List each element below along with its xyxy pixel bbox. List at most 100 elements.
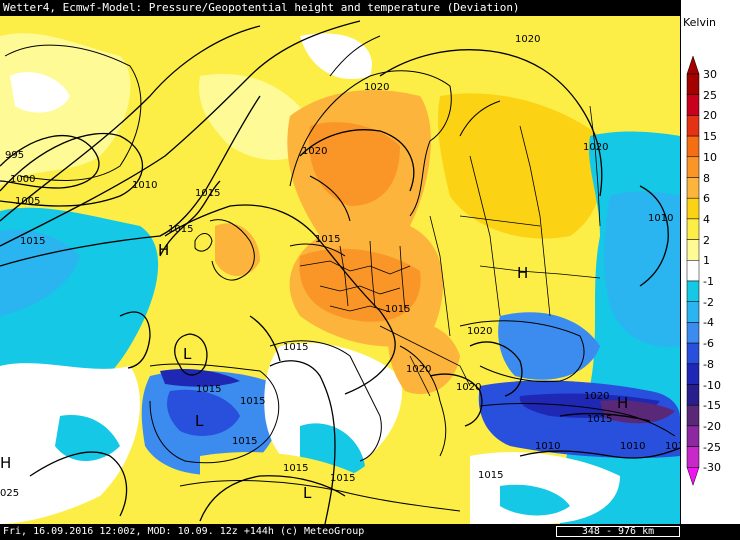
- legend-tick-label: -15: [703, 399, 721, 413]
- norwegian-sea-white-patch: [300, 33, 372, 80]
- legend-color-bar: [686, 55, 700, 487]
- high-pressure-marker: H: [617, 394, 628, 412]
- legend-color-segment: [686, 94, 700, 116]
- footer-info-text: Fri, 16.09.2016 12:00z, MOD: 10.09. 12z …: [3, 526, 365, 537]
- isobar-label: 1015: [240, 396, 265, 407]
- country-borders: [299, 105, 601, 397]
- legend-tick-label: -10: [703, 378, 721, 392]
- legend-tick-label: 8: [703, 171, 710, 185]
- legend-tick-label: 1: [703, 254, 710, 268]
- isobar-label: 1020: [364, 82, 389, 93]
- legend-color-segment: [686, 239, 700, 261]
- weather-map[interactable]: 995 1000 1005 1010 1015 1015 1015 1015 1…: [0, 16, 680, 524]
- legend-color-segment: [686, 404, 700, 427]
- isobars: [0, 20, 680, 524]
- high-pressure-marker: H: [158, 241, 169, 259]
- isobar-label: 1020: [467, 326, 492, 337]
- scale-bar-label: 348 - 976 km: [581, 526, 655, 537]
- isobar-label: 025: [0, 488, 19, 499]
- isobar-label: 1020: [406, 364, 431, 375]
- legend-tick-label: -1: [703, 275, 714, 288]
- color-legend: Kelvin 30 25 20 15 10 8 6 4 2 1 -1 -2 -4 -6 -8 -10 -15 -2…: [680, 0, 740, 524]
- high-pressure-marker: H: [0, 454, 11, 472]
- legend-tick-label: 30: [703, 68, 717, 81]
- footer-bar: Fri, 16.09.2016 12:00z, MOD: 10.09. 12z …: [0, 524, 740, 540]
- greenland-field: [0, 33, 131, 187]
- legend-tick-label: 4: [703, 212, 710, 226]
- legend-color-segment: [686, 425, 700, 447]
- legend-color-segment: [686, 280, 700, 302]
- isobar-label: 1020: [584, 391, 609, 402]
- legend-tick-label: 6: [703, 192, 710, 206]
- legend-unit-label: Kelvin: [683, 16, 717, 29]
- legend-color-segment: [686, 363, 700, 385]
- legend-tick-label: 25: [703, 88, 717, 102]
- legend-color-segment: [686, 384, 700, 406]
- legend-color-segment: [686, 342, 700, 365]
- isobar-label: 1015: [315, 234, 340, 245]
- legend-tick-label: -25: [703, 440, 721, 454]
- legend-color-segment: [686, 197, 700, 220]
- legend-tick-label: 2: [703, 233, 710, 247]
- isobar-label: 1010: [665, 441, 680, 452]
- legend-tick-label: -8: [703, 357, 714, 371]
- pressure-centers: H H H H L L L: [0, 241, 628, 502]
- eastern-europe-warm-field: [438, 93, 604, 239]
- russia-cool-core: [604, 191, 680, 347]
- mediterranean-white-field: [264, 342, 402, 478]
- north-africa-warm-field: [200, 452, 360, 524]
- legend-color-segment: [686, 446, 700, 468]
- isobar-label: 1010: [648, 213, 673, 224]
- isobar-label: 1015: [330, 473, 355, 484]
- legend-color-segment: [686, 218, 700, 240]
- legend-color-segment: [686, 322, 700, 344]
- scandinavia-warm-core: [309, 122, 400, 206]
- isobar-label: 1020: [515, 34, 540, 45]
- isobar-label: 1015: [20, 236, 45, 247]
- isobar-label: 995: [5, 150, 24, 161]
- low-pressure-marker: L: [195, 412, 204, 430]
- high-pressure-marker: H: [517, 264, 528, 282]
- isobar-label: 1020: [456, 382, 481, 393]
- southwest-cool-patch: [55, 415, 120, 461]
- legend-color-segment: [686, 177, 700, 199]
- uk-warm-field: [215, 223, 260, 276]
- isobar-label: 1010: [620, 441, 645, 452]
- isobar-label: 1015: [478, 470, 503, 481]
- legend-arrow-bottom: [686, 467, 700, 487]
- legend-color-segment: [686, 301, 700, 323]
- legend-color-segment: [686, 260, 700, 282]
- isobar-label: 1000: [10, 174, 35, 185]
- isobar-label: 1015: [232, 436, 257, 447]
- central-europe-warm-core: [299, 248, 421, 322]
- iberia-cool-core: [167, 389, 240, 436]
- isobar-label: 1020: [583, 142, 608, 153]
- legend-tick-label: 20: [703, 109, 717, 123]
- legend-tick-label: -6: [703, 337, 714, 351]
- legend-arrow-top: [686, 55, 700, 75]
- middle-east-cool-patch: [500, 484, 570, 516]
- isobar-label: 1015: [587, 414, 612, 425]
- legend-color-segment: [686, 135, 700, 158]
- low-pressure-marker: L: [303, 484, 312, 502]
- greenland-white-patch: [10, 72, 70, 113]
- legend-color-segment: [686, 115, 700, 137]
- legend-tick-label: -20: [703, 419, 721, 433]
- isobar-label: 1015: [168, 224, 193, 235]
- isobar-label: 1015: [195, 188, 220, 199]
- balkans-warm-field: [388, 322, 460, 395]
- temperature-deviation-map: 995 1000 1005 1010 1015 1015 1015 1015 1…: [0, 16, 680, 524]
- iberia-north-deep-band: [160, 369, 240, 387]
- isobar-label: 1010: [132, 180, 157, 191]
- legend-tick-label: -2: [703, 295, 714, 309]
- coastlines: [4, 35, 676, 512]
- isobar-label: 1010: [535, 441, 560, 452]
- isobar-label: 1015: [283, 463, 308, 474]
- legend-tick-label: 10: [703, 150, 717, 164]
- map-title: Wetter4, Ecmwf-Model: Pressure/Geopotent…: [0, 0, 680, 16]
- low-pressure-marker: L: [183, 345, 192, 363]
- caucasus-purple-patch: [600, 400, 675, 424]
- isobar-label: 1020: [302, 146, 327, 157]
- legend-tick-label: 15: [703, 130, 717, 144]
- legend-tick-label: -30: [703, 461, 721, 475]
